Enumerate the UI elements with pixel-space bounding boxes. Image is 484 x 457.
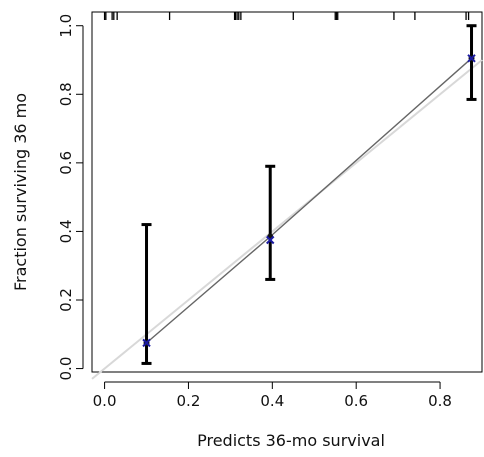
x-tick-label: 0.8 xyxy=(428,392,452,410)
ideal-diagonal-line xyxy=(91,59,483,380)
ideal-line-group xyxy=(91,59,483,380)
y-axis-title: Fraction surviving 36 mo xyxy=(11,93,30,291)
y-axis: 0.0 0.2 0.4 0.6 0.8 1.0 xyxy=(57,14,84,381)
x-tick-label: 0.4 xyxy=(260,392,284,410)
plot-area xyxy=(91,11,483,380)
x-axis: 0.0 0.2 0.4 0.6 0.8 xyxy=(93,381,452,410)
x-axis-title: Predicts 36-mo survival xyxy=(197,431,385,450)
y-tick-label: 0.0 xyxy=(57,357,75,381)
x-marker-stroke xyxy=(142,338,151,348)
y-tick-label: 0.6 xyxy=(57,151,75,175)
x-tick-label: 0.6 xyxy=(344,392,368,410)
x-tick-label: 0.2 xyxy=(177,392,201,410)
y-tick-label: 0.8 xyxy=(57,82,75,106)
plot-frame xyxy=(91,11,483,373)
x-marker-stroke xyxy=(467,54,476,63)
rug-marks xyxy=(103,12,470,20)
observed-markers xyxy=(142,54,476,348)
x-tick-label: 0.0 xyxy=(93,392,117,410)
y-tick-label: 0.4 xyxy=(57,219,75,243)
y-tick-label: 1.0 xyxy=(57,14,75,38)
x-marker-stroke xyxy=(266,235,275,245)
y-tick-label: 0.2 xyxy=(57,288,75,312)
error-bars xyxy=(141,24,477,365)
